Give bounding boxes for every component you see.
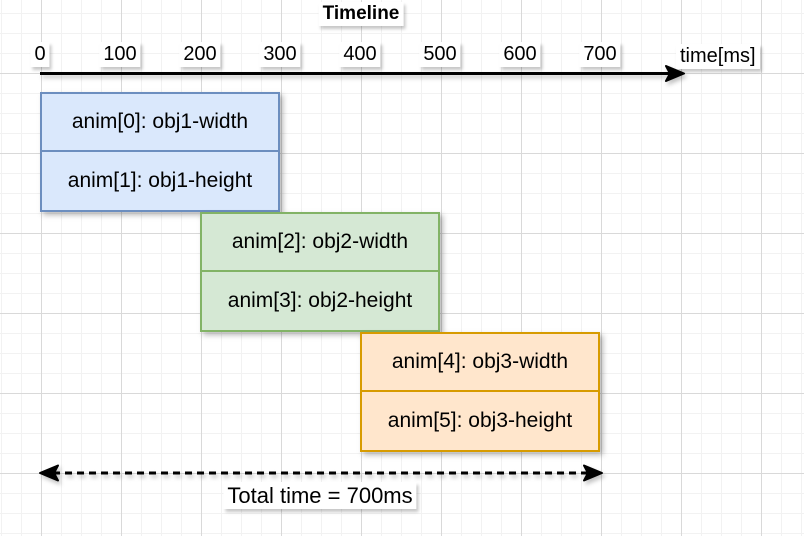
total-time-arrow — [39, 464, 603, 482]
anim-bar-2[interactable]: anim[2]: obj2-width — [202, 214, 438, 272]
diagram-title: Timeline — [318, 2, 404, 26]
axis-tick-100: 100 — [99, 42, 141, 67]
axis-tick-600: 600 — [499, 42, 541, 67]
axis-tick-400: 400 — [339, 42, 381, 67]
axis-tick-200: 200 — [179, 42, 221, 67]
anim-group-obj3[interactable]: anim[4]: obj3-width anim[5]: obj3-height — [360, 332, 600, 452]
anim-bar-4[interactable]: anim[4]: obj3-width — [362, 334, 598, 392]
anim-group-obj2[interactable]: anim[2]: obj2-width anim[3]: obj2-height — [200, 212, 440, 332]
time-axis-arrow — [40, 65, 685, 82]
axis-tick-300: 300 — [259, 42, 301, 67]
axis-tick-700: 700 — [579, 42, 621, 67]
anim-bar-3[interactable]: anim[3]: obj2-height — [227, 289, 413, 312]
axis-unit-label: time[ms] — [676, 44, 760, 69]
anim-bar-5[interactable]: anim[5]: obj3-height — [387, 409, 573, 432]
axis-tick-0: 0 — [30, 42, 50, 67]
anim-bar-1[interactable]: anim[1]: obj1-height — [67, 169, 253, 192]
total-time-label: Total time = 700ms — [223, 482, 417, 510]
axis-tick-500: 500 — [419, 42, 461, 67]
anim-group-obj1[interactable]: anim[0]: obj1-width anim[1]: obj1-height — [40, 92, 280, 212]
anim-bar-0[interactable]: anim[0]: obj1-width — [42, 94, 278, 152]
